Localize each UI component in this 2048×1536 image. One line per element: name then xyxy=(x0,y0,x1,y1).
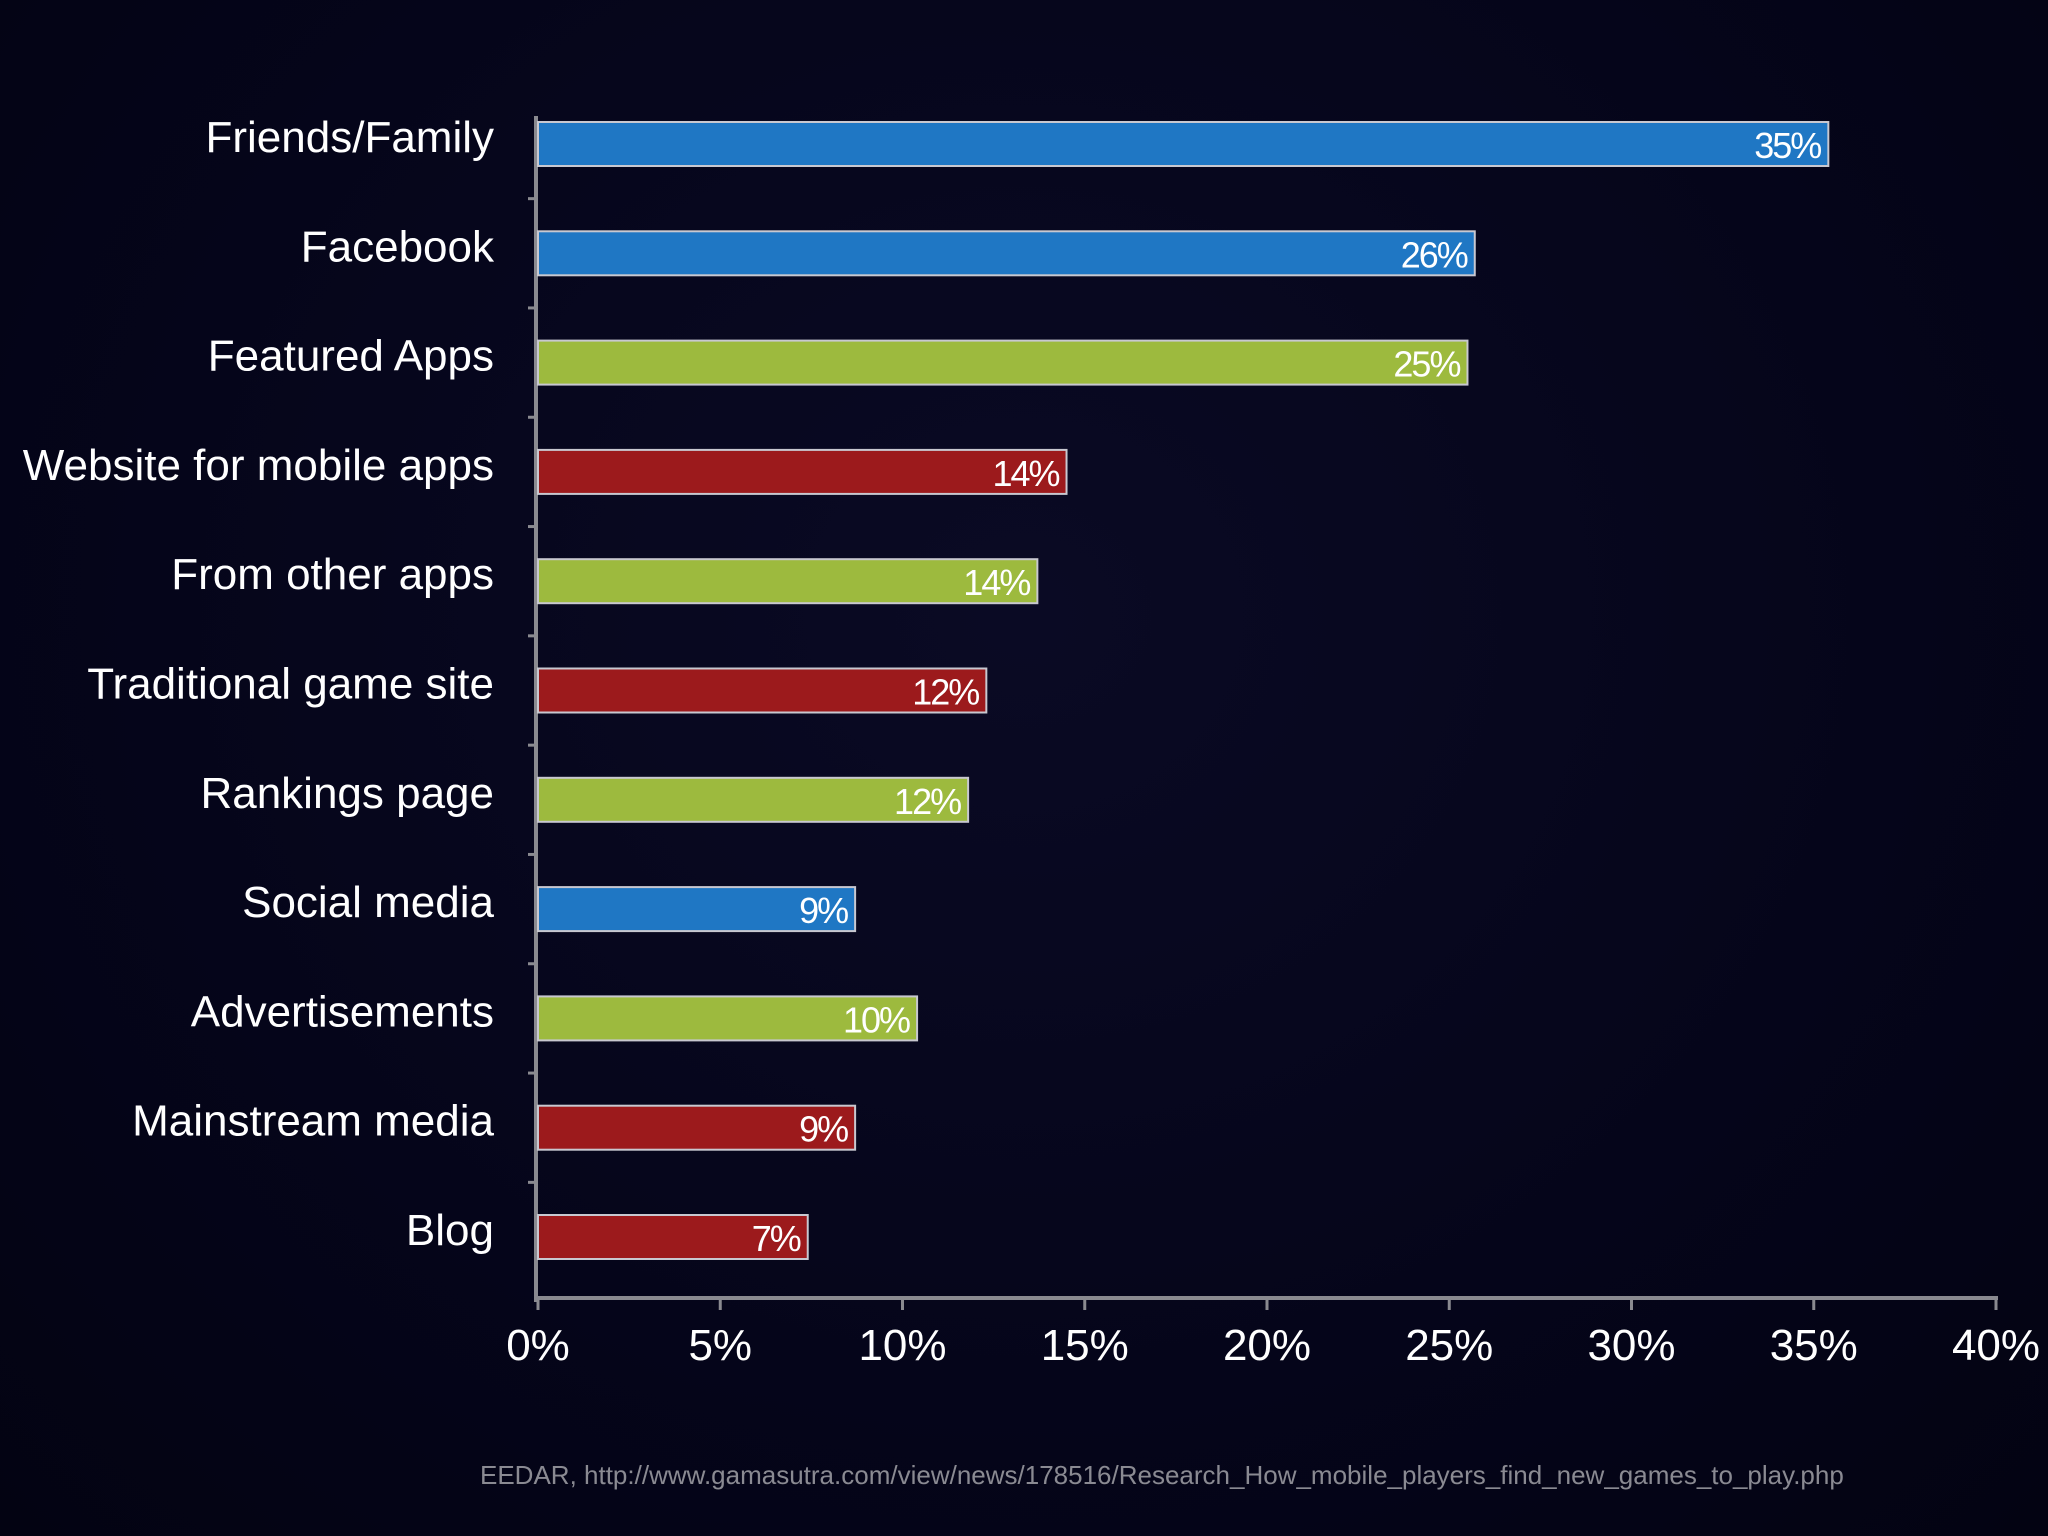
category-label: Website for mobile apps xyxy=(23,441,494,490)
bar-data-label: 7% xyxy=(752,1218,801,1259)
bar xyxy=(537,995,919,1042)
category-label: Friends/Family xyxy=(206,113,495,162)
bar xyxy=(537,1214,809,1260)
category-label: Advertisements xyxy=(191,987,494,1036)
bar-data-label: 9% xyxy=(799,890,848,931)
bar-data-label: 12% xyxy=(894,781,961,822)
x-tick-label: 5% xyxy=(688,1321,752,1370)
category-label: Featured Apps xyxy=(208,332,494,381)
x-tick-label: 40% xyxy=(1952,1321,2040,1370)
bar-data-label: 9% xyxy=(799,1109,848,1150)
bar xyxy=(537,558,1039,605)
category-label: Rankings page xyxy=(200,769,494,818)
source-citation: EEDAR, http://www.gamasutra.com/view/new… xyxy=(480,1460,1844,1490)
category-label: Social media xyxy=(242,878,494,927)
category-label: Traditional game site xyxy=(87,660,494,709)
x-tick-label: 15% xyxy=(1041,1321,1129,1370)
bar xyxy=(537,886,857,933)
x-tick-label: 25% xyxy=(1405,1321,1493,1370)
x-tick-label: 30% xyxy=(1587,1321,1675,1370)
category-label: Mainstream media xyxy=(132,1097,494,1146)
bar-data-label: 25% xyxy=(1393,344,1460,385)
x-tick-label: 10% xyxy=(858,1321,946,1370)
bar-data-label: 14% xyxy=(963,562,1030,603)
category-label: From other apps xyxy=(171,550,494,599)
bar xyxy=(537,776,970,823)
bar-data-label: 10% xyxy=(843,999,910,1040)
bar-data-label: 12% xyxy=(912,672,979,713)
bar xyxy=(537,667,988,714)
bar xyxy=(537,448,1068,495)
bar xyxy=(537,230,1476,277)
bar-data-label: 35% xyxy=(1754,125,1821,166)
bar xyxy=(537,339,1469,386)
x-tick-label: 35% xyxy=(1770,1321,1858,1370)
category-label: Blog xyxy=(406,1206,494,1255)
x-tick-label: 20% xyxy=(1223,1321,1311,1370)
x-tick-label: 0% xyxy=(506,1321,570,1370)
bar-data-label: 26% xyxy=(1401,234,1468,275)
bar xyxy=(537,121,1830,167)
bar xyxy=(537,1104,857,1151)
category-label: Facebook xyxy=(301,222,495,271)
bar-data-label: 14% xyxy=(992,453,1059,494)
